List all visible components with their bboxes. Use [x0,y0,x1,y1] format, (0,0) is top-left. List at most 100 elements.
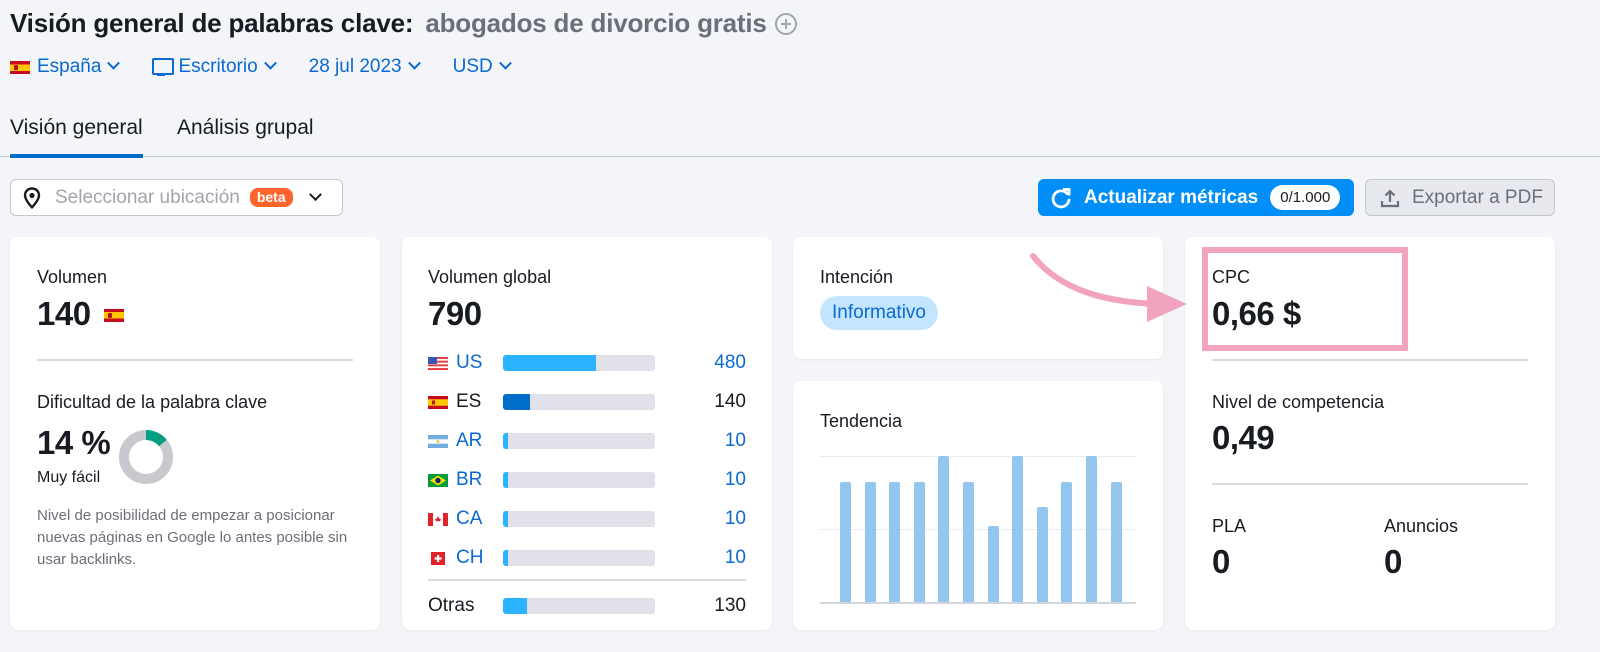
trend-card: Tendencia [793,381,1163,630]
country-bar [503,550,655,566]
country-bar [503,355,655,371]
trend-chart [820,456,1136,604]
argentina-flag-icon [428,434,448,448]
volume-value: 140 [37,295,91,332]
country-row-ch[interactable]: CH 10 [428,546,746,570]
country-value: 10 [724,547,746,568]
trend-bar[interactable] [1036,507,1048,602]
divider [1212,359,1528,361]
country-value: 480 [714,352,746,373]
date-filter[interactable]: 28 jul 2023 [308,56,421,78]
trend-bar[interactable] [938,456,950,602]
trend-bar[interactable] [963,482,974,602]
page-header: Visión general de palabras clave: abogad… [10,8,797,39]
us-flag-icon [428,356,448,370]
export-pdf-label: Exportar a PDF [1412,186,1543,208]
country-bar [503,598,655,614]
country-code: US [456,352,483,373]
chart-baseline [820,602,1136,604]
country-code: ES [456,391,482,412]
kd-label: Dificultad de la palabra clave [37,392,268,412]
country-code: AR [456,430,483,451]
spain-flag-icon [428,395,448,409]
chevron-down-icon [263,56,277,70]
chevron-down-icon [498,56,512,70]
divider [428,579,746,581]
trend-bar[interactable] [1086,456,1097,602]
pla-label: PLA [1212,516,1247,536]
location-select[interactable]: Seleccionar ubicación beta [10,179,343,216]
country-value: 10 [724,469,746,490]
divider [37,359,353,361]
currency-filter-label: USD [452,56,493,77]
annotation-arrow-icon [1030,253,1187,322]
competition-label: Nivel de competencia [1212,392,1385,412]
kd-value: 14 % [37,424,111,461]
country-code: BR [456,469,483,490]
global-volume-card: Volumen global 790 US 480 ES 140 AR 10 B… [402,237,772,630]
switzerland-flag-icon [431,551,445,565]
add-keyword-icon[interactable] [774,12,797,35]
device-filter-label: Escritorio [178,56,258,77]
cpc-highlight-box [1202,247,1408,351]
volume-card: Volumen 140 Dificultad de la palabra cla… [10,237,380,630]
country-row-es: ES 140 [428,390,746,414]
tab-cluster-analysis[interactable]: Análisis grupal [177,116,314,139]
pla-value: 0 [1212,543,1230,580]
country-row-ar[interactable]: AR 10 [428,429,746,453]
country-row-ca[interactable]: CA 10 [428,507,746,531]
location-placeholder: Seleccionar ubicación [55,186,240,208]
desktop-icon [152,58,175,76]
tab-bar: Visión general Análisis grupal [0,104,1600,158]
update-metrics-button[interactable]: Actualizar métricas 0/1.000 [1038,179,1354,216]
cpc-label: CPC [1212,267,1251,287]
update-count-badge: 0/1.000 [1270,185,1341,210]
brazil-flag-icon [428,473,448,487]
kd-level: Muy fácil [37,469,101,486]
country-bar [503,511,655,527]
country-code: CH [456,547,484,568]
tab-overview[interactable]: Visión general [10,116,143,158]
chevron-down-icon [407,56,421,70]
country-bar [503,394,655,410]
trend-bar[interactable] [864,482,876,602]
date-filter-label: 28 jul 2023 [308,56,402,77]
upload-icon [1380,188,1400,207]
spain-flag-icon [104,309,124,322]
kd-donut-chart [119,430,173,484]
country-value: 140 [714,391,746,412]
country-row-br[interactable]: BR 10 [428,468,746,492]
trend-bar[interactable] [889,482,901,602]
export-pdf-button[interactable]: Exportar a PDF [1365,179,1555,216]
ads-label: Anuncios [1384,516,1459,536]
metrics-card: CPC 0,66 $ Nivel de competencia 0,49 PLA… [1185,237,1555,630]
other-value: 130 [714,595,746,616]
trend-bar[interactable] [840,482,851,602]
global-volume-value: 790 [428,295,482,332]
country-bar [503,472,655,488]
country-filter-label: España [37,56,102,77]
country-code: CA [456,508,483,529]
trend-bar[interactable] [1012,456,1024,602]
refresh-icon [1051,187,1071,208]
country-value: 10 [724,508,746,529]
grid-line [820,529,1136,530]
trend-bar[interactable] [987,526,999,602]
trend-label: Tendencia [820,411,903,431]
trend-bar[interactable] [913,482,925,602]
beta-badge: beta [249,188,293,207]
competition-value: 0,49 [1212,419,1275,456]
keyword-title: abogados de divorcio gratis [425,8,767,38]
trend-bar[interactable] [1110,482,1122,602]
volume-label: Volumen [37,267,108,287]
currency-filter[interactable]: USD [452,56,512,78]
country-filter[interactable]: España [10,56,121,78]
trend-bar[interactable] [1061,482,1073,602]
country-row-other: Otras 130 [428,594,746,618]
cpc-value: 0,66 $ [1212,295,1301,332]
device-filter[interactable]: Escritorio [152,56,277,78]
filter-bar: España Escritorio 28 jul 2023 USD [10,56,544,78]
other-label: Otras [428,595,475,616]
chevron-down-icon [107,56,121,70]
country-row-us[interactable]: US 480 [428,351,746,375]
